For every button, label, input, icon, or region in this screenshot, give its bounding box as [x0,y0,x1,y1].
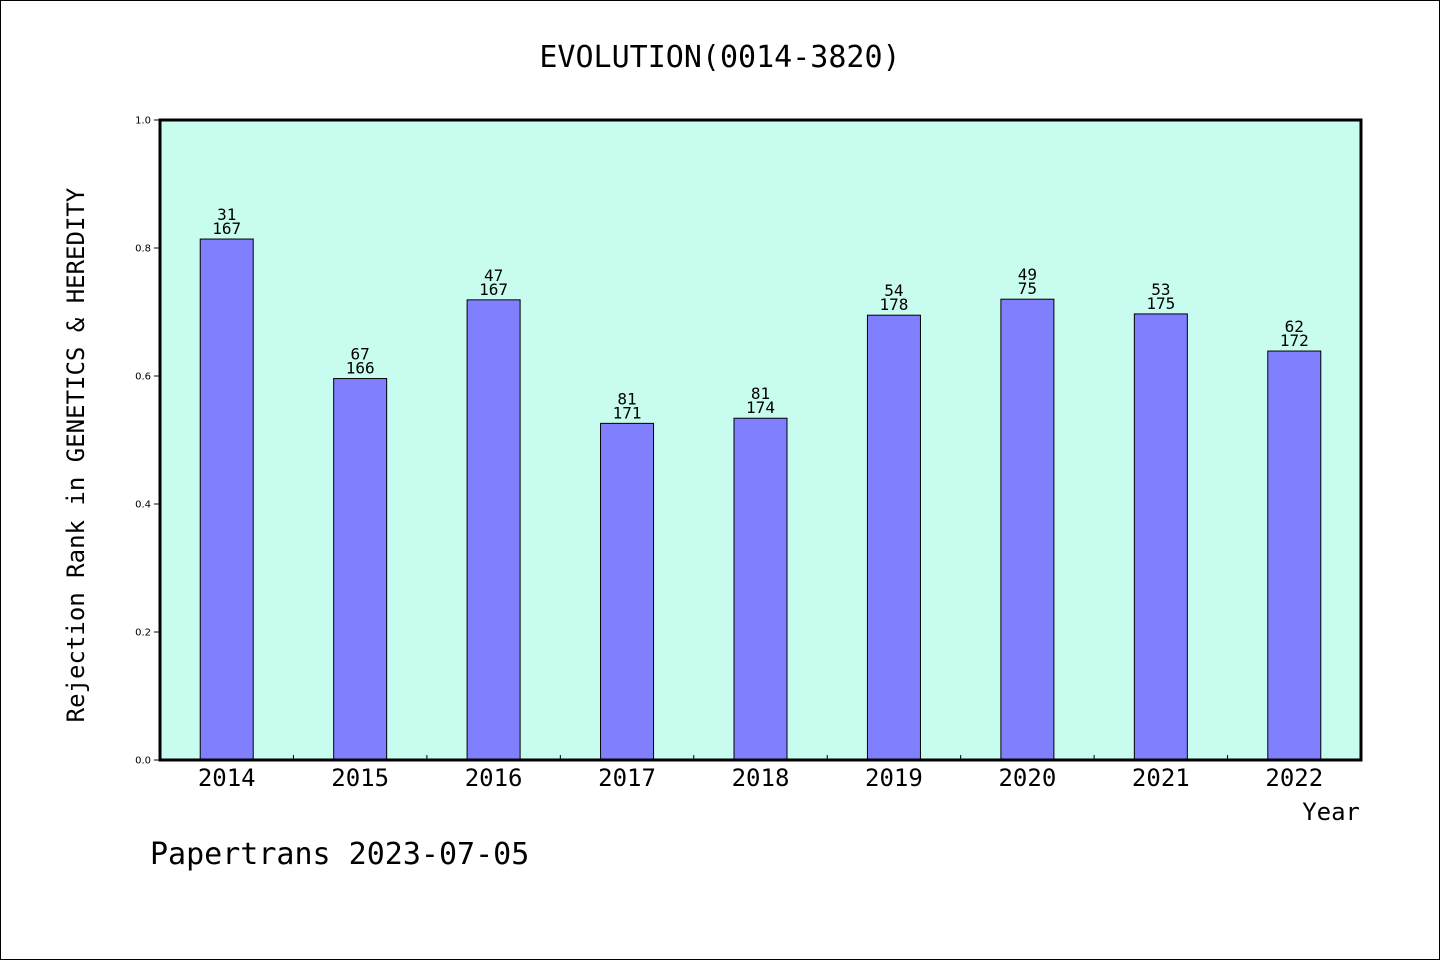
x-tick-label-2018: 2018 [732,764,790,792]
y-tick-label: 0.6 [135,372,151,383]
x-tick-label-2016: 2016 [465,764,523,792]
x-tick-label-2014: 2014 [198,764,256,792]
bar-label-top-2021: 53 [1151,280,1170,299]
y-tick-label: 0.4 [135,500,151,511]
bar-label-bottom-2020: 75 [1018,279,1037,298]
y-tick-label: 0.0 [135,756,151,767]
bar-2015 [333,378,388,761]
bar-label-top-2020: 49 [1018,265,1037,284]
bar-label-top-2019: 54 [884,281,903,300]
bar-2022 [1267,350,1322,761]
bar-label-bottom-2015: 166 [346,359,375,378]
bar-label-top-2017: 81 [617,389,636,408]
x-tick-label-2022: 2022 [1265,764,1323,792]
bar-2014 [199,238,254,761]
bar-2021 [1133,313,1188,761]
bar-2018 [733,417,788,761]
bar-label-bottom-2022: 172 [1280,331,1309,350]
y-axis-label: Rejection Rank in GENETICS & HEREDITY [62,187,90,722]
bar-label-bottom-2019: 178 [879,295,908,314]
y-tick-label: 0.2 [135,628,151,639]
bar-2017 [600,422,655,761]
bar-label-top-2018: 81 [751,384,770,403]
x-tick-label-2015: 2015 [331,764,389,792]
y-tick-label: 0.8 [135,244,151,255]
x-axis: 2014 2015 2016 2017 2018 2019 2020 2021 2022 [198,755,1323,792]
bar-label-bottom-2014: 167 [212,219,241,238]
chart-title: EVOLUTION(0014-3820) [539,40,900,75]
bar-label-top-2022: 62 [1285,317,1304,336]
x-tick-label-2017: 2017 [598,764,656,792]
x-axis-label: Year [1302,798,1360,826]
bar-2016 [466,299,521,761]
y-tick-label: 1.0 [135,116,151,127]
bar-label-bottom-2018: 174 [746,398,775,417]
x-tick-label-2019: 2019 [865,764,923,792]
bar-label-top-2016: 47 [484,266,503,285]
x-tick-label-2021: 2021 [1132,764,1190,792]
y-axis: 0.0 0.2 0.4 0.6 0.8 1.0 [135,116,160,767]
bar-2019 [866,314,921,761]
footer-credit: Papertrans 2023-07-05 [150,837,529,872]
bar-label-bottom-2021: 175 [1146,294,1175,313]
bar-label-top-2014: 31 [217,205,236,224]
bars-group [199,238,1322,761]
bar-label-bottom-2016: 167 [479,280,508,299]
bar-label-top-2015: 67 [351,345,370,364]
bar-2020 [1000,298,1055,761]
bar-label-bottom-2017: 171 [613,403,642,422]
x-tick-label-2020: 2020 [998,764,1056,792]
plot-border [158,118,1363,762]
